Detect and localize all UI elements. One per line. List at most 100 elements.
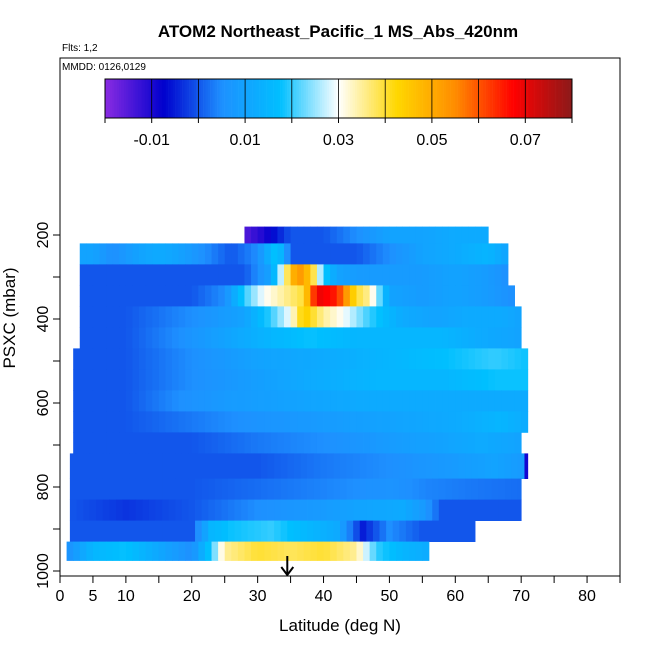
heatmap-cell	[349, 306, 357, 328]
heatmap-cell	[415, 348, 423, 370]
heatmap-cell	[389, 264, 397, 286]
colorbar-segment	[338, 79, 342, 118]
heatmap-cell	[356, 243, 364, 265]
heatmap-cell	[524, 453, 529, 479]
heatmap-cell	[475, 348, 483, 370]
heatmap-cell	[191, 285, 199, 307]
colorbar-segment	[289, 79, 293, 118]
heatmap-cell	[142, 520, 150, 542]
heatmap-cell	[491, 499, 499, 521]
heatmap-cell	[244, 390, 252, 412]
colorbar-segment	[142, 79, 145, 118]
heatmap-cell	[349, 432, 357, 454]
heatmap-cell	[498, 453, 506, 479]
heatmap-cell	[382, 432, 390, 454]
heatmap-cell	[172, 264, 179, 286]
heatmap-cell	[204, 243, 212, 265]
heatmap-cell	[330, 541, 338, 561]
heatmap-cell	[330, 243, 338, 265]
heatmap-cell	[106, 306, 114, 328]
colorbar-segment	[235, 79, 239, 118]
heatmap-cell	[369, 348, 377, 370]
heatmap-cell	[290, 541, 298, 561]
heatmap-cell	[211, 327, 219, 349]
heatmap-cell	[461, 243, 469, 265]
heatmap-cell	[488, 369, 496, 391]
heatmap-cell	[409, 226, 417, 244]
heatmap-cell	[396, 264, 403, 286]
heatmap-cell	[119, 264, 127, 286]
heatmap-cell	[389, 226, 397, 244]
heatmap-cell	[448, 390, 456, 412]
heatmap-cell	[349, 411, 357, 433]
heatmap-cell	[402, 432, 410, 454]
heatmap-cell	[336, 327, 344, 349]
heatmap-cell	[270, 243, 278, 265]
heatmap-cell	[323, 243, 331, 265]
heatmap-cell	[181, 520, 189, 542]
heatmap-cell	[405, 478, 413, 500]
heatmap-cell	[323, 264, 331, 286]
heatmap-cell	[237, 306, 245, 328]
heatmap-cell	[297, 327, 305, 349]
heatmap-cell	[369, 432, 377, 454]
heatmap-cell	[284, 306, 291, 328]
heatmap-cell	[389, 327, 397, 349]
heatmap-cell	[244, 432, 252, 454]
heatmap-cell	[366, 520, 374, 542]
colorbar-segment	[105, 79, 108, 118]
heatmap-cell	[83, 453, 91, 479]
heatmap-cell	[152, 541, 160, 561]
heatmap-cell	[428, 348, 436, 370]
heatmap-cell	[392, 499, 400, 521]
heatmap-cell	[231, 285, 239, 307]
heatmap-cell	[412, 499, 420, 521]
heatmap-cell	[396, 243, 403, 265]
heatmap-cell	[214, 478, 222, 500]
heatmap-cell	[458, 478, 466, 500]
heatmap-cell	[359, 499, 367, 521]
heatmap-cell	[211, 306, 219, 328]
heatmap-cell	[112, 306, 120, 328]
heatmap-cell	[244, 226, 252, 244]
colorbar-segment	[550, 79, 554, 118]
heatmap-cell	[494, 411, 502, 433]
colorbar-segment	[219, 79, 223, 118]
heatmap-cell	[326, 520, 334, 542]
heatmap-cell	[517, 453, 525, 479]
heatmap-cell	[349, 285, 357, 307]
heatmap-cell	[106, 390, 114, 412]
heatmap-cell	[465, 520, 473, 542]
heatmap-cell	[484, 478, 492, 500]
heatmap-cell	[251, 390, 259, 412]
heatmap-cell	[237, 327, 245, 349]
heatmap-cell	[264, 243, 272, 265]
heatmap-cell	[514, 432, 522, 454]
colorbar-segment	[284, 79, 288, 118]
heatmap-cell	[86, 327, 94, 349]
heatmap-cell	[481, 327, 489, 349]
heatmap-cell	[475, 390, 483, 412]
heatmap-cell	[508, 411, 515, 433]
heatmap-cell	[399, 478, 407, 500]
heatmap-cell	[244, 369, 252, 391]
x-tick-label: 0	[56, 588, 65, 605]
heatmap-cell	[152, 411, 160, 433]
heatmap-cell	[310, 226, 318, 244]
heatmap-cell	[287, 520, 295, 542]
heatmap-cell	[79, 243, 87, 265]
heatmap-cell	[191, 264, 199, 286]
heatmap-cell	[251, 264, 259, 286]
heatmap-cell	[330, 390, 338, 412]
colorbar-segment	[511, 79, 514, 118]
heatmap-cell	[316, 369, 324, 391]
colorbar-segment	[389, 79, 393, 118]
colorbar-segment	[200, 79, 204, 118]
heatmap-cell	[148, 520, 156, 542]
heatmap-cell	[465, 453, 473, 479]
heatmap-cell	[221, 499, 229, 521]
colorbar-segment	[548, 79, 552, 118]
colorbar-segment	[567, 79, 570, 118]
heatmap-cell	[155, 478, 163, 500]
heatmap-cell	[297, 390, 305, 412]
